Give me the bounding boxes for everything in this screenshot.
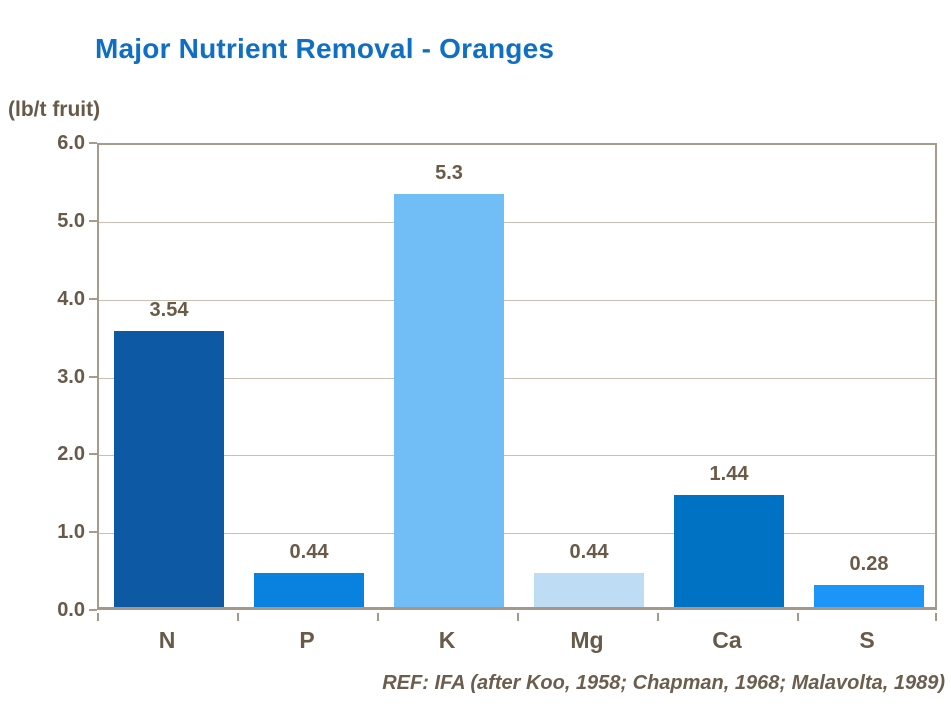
x-axis-tick-mark <box>657 613 659 621</box>
bar-value-label: 3.54 <box>149 299 189 322</box>
horizontal-gridline <box>99 299 935 301</box>
y-axis-tick-label: 2.0 <box>57 443 85 466</box>
x-axis-tick-mark <box>377 613 379 621</box>
x-axis-category-label: Ca <box>712 627 742 653</box>
y-axis-tick-mark <box>89 453 97 456</box>
y-axis-tick-label: 3.0 <box>57 365 85 388</box>
y-axis-tick-mark <box>89 297 97 300</box>
y-axis-tick-label: 5.0 <box>57 209 85 232</box>
bar-N <box>114 331 224 607</box>
x-axis-category-label: K <box>438 627 456 653</box>
x-axis-tick-mark <box>237 613 239 621</box>
bar-S <box>814 585 924 607</box>
bar-value-label: 1.44 <box>709 462 749 485</box>
horizontal-gridline <box>99 221 935 223</box>
horizontal-gridline <box>99 377 935 379</box>
y-axis-tick-mark <box>89 219 97 222</box>
y-axis-tick-mark <box>89 375 97 378</box>
bar-K <box>394 194 504 607</box>
bar-Mg <box>534 572 644 607</box>
x-axis-tick-mark <box>517 613 519 621</box>
bar-value-label: 0.44 <box>289 540 329 563</box>
bar-value-label: 5.3 <box>435 162 463 185</box>
reference-citation: REF: IFA (after Koo, 1958; Chapman, 1968… <box>382 672 945 694</box>
plot-area: 3.54 0.44 5.3 0.44 1.44 0.28 <box>97 143 937 610</box>
x-axis-category-label: S <box>859 627 875 653</box>
y-axis-tick-mark <box>89 531 97 534</box>
bar-value-label: 0.44 <box>569 540 609 563</box>
x-axis-category-label: Mg <box>570 627 604 653</box>
y-axis-tick-label: 1.0 <box>57 521 85 544</box>
y-axis-tick-label: 6.0 <box>57 132 85 154</box>
y-axis-tick-label: 0.0 <box>57 599 85 621</box>
chart-title: Major Nutrient Removal - Oranges <box>95 33 555 64</box>
y-axis-tick-label: 4.0 <box>57 287 85 310</box>
y-axis-tick-mark <box>89 142 97 144</box>
horizontal-gridline <box>99 533 935 535</box>
horizontal-gridline <box>99 455 935 457</box>
y-axis-tick-mark <box>89 609 97 611</box>
x-axis-tick-mark <box>797 613 799 621</box>
x-axis-tick-mark <box>97 613 99 621</box>
x-axis-tick-mark <box>935 613 937 621</box>
x-axis-category-label: N <box>158 627 176 653</box>
x-axis-category-label: P <box>299 627 315 653</box>
bar-Ca <box>674 494 784 607</box>
y-axis-unit-label: (lb/t fruit) <box>8 98 101 121</box>
bar-value-label: 0.28 <box>849 553 889 576</box>
bar-P <box>254 572 364 607</box>
